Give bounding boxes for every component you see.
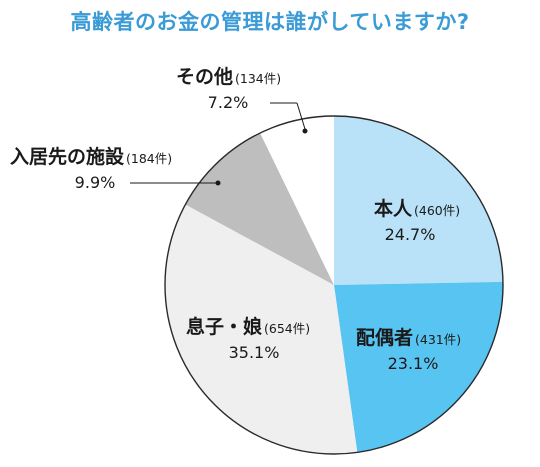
slice-percent-shisetsu: 9.9% bbox=[75, 173, 116, 192]
slice-percent-haigusha: 23.1% bbox=[388, 354, 439, 373]
label-group-honnin: 本人 (460件) 24.7% bbox=[374, 197, 460, 244]
slice-percent-honnin: 24.7% bbox=[385, 225, 436, 244]
label-group-shisetsu: 入居先の施設 (184件) 9.9% bbox=[10, 145, 221, 192]
pie-slice-honnin bbox=[334, 116, 503, 285]
pie-slice-shisetsu bbox=[185, 133, 334, 285]
svg-text:本人(460件): 本人 (460件) bbox=[374, 197, 460, 220]
slice-label-musuko-musume: 息子・娘 bbox=[186, 315, 263, 338]
slice-count-sonota: (134件) bbox=[235, 71, 281, 86]
pie-outline bbox=[164, 115, 504, 455]
slice-count-musuko-musume: (654件) bbox=[264, 321, 310, 336]
label-group-musuko-musume: 息子・娘 (654件) 35.1% bbox=[186, 315, 310, 362]
slice-label-sonota: その他 bbox=[176, 65, 233, 88]
label-group-sonota: その他 (134件) 7.2% bbox=[176, 65, 308, 134]
svg-text:その他(134件): その他 (134件) bbox=[176, 65, 281, 88]
slice-label-shisetsu: 入居先の施設 bbox=[10, 145, 125, 168]
pie-slice-musuko-musume bbox=[165, 204, 358, 454]
label-group-haigusha: 配偶者 (431件) 23.1% bbox=[356, 326, 461, 373]
slice-count-honnin: (460件) bbox=[414, 203, 460, 218]
svg-text:配偶者(431件): 配偶者 (431件) bbox=[356, 326, 461, 349]
slice-count-haigusha: (431件) bbox=[415, 332, 461, 347]
chart-title: 高齢者のお金の管理は誰がしていますか? bbox=[70, 10, 470, 34]
leader-dot-sonota bbox=[302, 128, 308, 134]
slice-percent-musuko-musume: 35.1% bbox=[229, 343, 280, 362]
pie-slice-haigusha bbox=[334, 281, 503, 453]
slice-label-honnin: 本人 bbox=[374, 197, 413, 220]
slice-count-shisetsu: (184件) bbox=[126, 151, 172, 166]
slice-label-haigusha: 配偶者 bbox=[356, 326, 413, 349]
leader-line-sonota-d bbox=[296, 102, 306, 130]
svg-text:入居先の施設(184件): 入居先の施設 (184件) bbox=[10, 145, 172, 168]
svg-text:息子・娘(654件): 息子・娘 (654件) bbox=[186, 315, 310, 338]
pie-slice-sonota bbox=[260, 116, 334, 285]
slice-percent-sonota: 7.2% bbox=[208, 93, 249, 112]
leader-dot-shisetsu bbox=[215, 180, 221, 186]
pie-slices bbox=[164, 115, 504, 455]
